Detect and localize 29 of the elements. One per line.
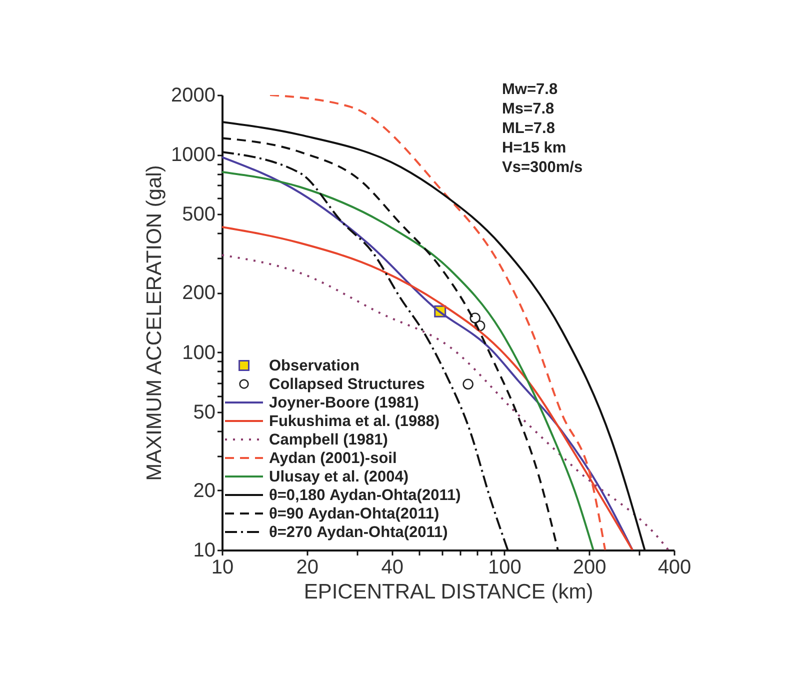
x-tick-label: 200: [572, 556, 606, 578]
y-tick-label: 2000: [171, 84, 216, 106]
x-tick-label: 40: [381, 556, 404, 578]
annotation: H=15 km: [502, 140, 566, 156]
y-tick-label: 100: [182, 342, 216, 364]
x-tick-label: 100: [488, 556, 522, 578]
legend-label: Fukushima et al. (1988): [269, 413, 440, 430]
annotation: Mw=7.8: [502, 81, 558, 98]
annotation: Ms=7.8: [502, 100, 555, 118]
x-tick-label: 20: [296, 556, 319, 578]
y-tick-label: 20: [193, 480, 216, 502]
annotation: ML=7.8: [502, 120, 556, 137]
legend-label: θ=0,180 Aydan-Ohta(2011): [269, 487, 461, 504]
legend-label: Campbell (1981): [269, 432, 388, 448]
legend-label: Ulusay et al. (2004): [269, 468, 409, 486]
x-axis-title: EPICENTRAL DISTANCE (km): [304, 580, 594, 604]
annotation: Vs=300m/s: [502, 159, 583, 176]
y-tick-label: 500: [182, 204, 216, 226]
legend-label: θ=90 Aydan-Ohta(2011): [269, 506, 440, 522]
y-axis-title: MAXIMUM ACCELERATION (gal): [143, 165, 166, 481]
legend-label: Observation: [269, 358, 360, 374]
y-tick-label: 1000: [171, 144, 216, 166]
x-tick-label: 400: [658, 556, 692, 578]
legend-label: Joyner-Boore (1981): [269, 394, 419, 412]
legend-label: Collapsed Structures: [269, 376, 425, 393]
y-tick-label: 200: [182, 282, 216, 304]
legend-label: Aydan (2001)-soil: [269, 450, 397, 467]
legend-label: θ=270 Aydan-Ohta(2011): [269, 524, 448, 541]
y-tick-label: 50: [193, 401, 216, 424]
